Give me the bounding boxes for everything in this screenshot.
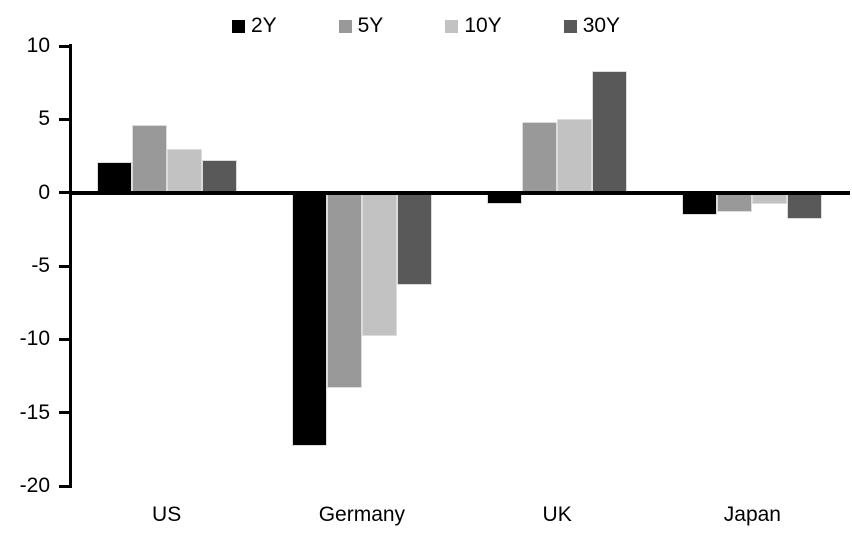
bar-uk-10y	[557, 119, 593, 193]
legend-swatch-icon	[231, 19, 245, 33]
y-axis-line	[69, 44, 72, 488]
y-axis-tick-mark	[59, 411, 70, 415]
legend-label: 10Y	[464, 14, 502, 37]
bar-us-30y	[201, 160, 237, 193]
legend-label: 5Y	[357, 14, 384, 37]
bar-us-10y	[166, 148, 202, 193]
y-axis-tick-label: -15	[19, 400, 50, 424]
legend-label: 2Y	[250, 14, 277, 37]
x-axis-category-label: Germany	[318, 503, 406, 526]
legend-swatch-icon	[445, 19, 459, 33]
bar-japan-2y	[682, 192, 718, 215]
y-axis-tick-mark	[59, 484, 70, 488]
legend-item-2y: 2Y	[231, 14, 277, 38]
y-axis-tick-label: 0	[38, 180, 50, 204]
chart-legend: 2Y 5Y 10Y 30Y	[0, 14, 852, 38]
zero-axis-line	[69, 190, 850, 195]
bar-japan-5y	[717, 192, 753, 212]
y-axis-tick-label: -10	[19, 327, 50, 351]
y-axis-tick-mark	[59, 44, 70, 48]
legend-item-5y: 5Y	[338, 14, 384, 38]
y-axis-tick-mark	[59, 117, 70, 121]
bar-uk-30y	[592, 70, 628, 193]
bar-germany-2y	[291, 192, 327, 447]
legend-item-10y: 10Y	[445, 14, 502, 38]
x-axis-category-label: Japan	[723, 503, 781, 526]
y-axis-tick-label: 5	[38, 107, 50, 131]
bar-us-2y	[96, 161, 132, 193]
bar-germany-10y	[361, 192, 397, 337]
legend-label: 30Y	[582, 14, 621, 37]
bar-us-5y	[131, 125, 167, 193]
legend-item-30y: 30Y	[563, 14, 621, 38]
y-axis-tick-label: -20	[19, 474, 50, 498]
bar-germany-5y	[326, 192, 362, 388]
bar-japan-30y	[787, 192, 823, 220]
bar-germany-30y	[396, 192, 432, 286]
x-axis-category-label: UK	[542, 503, 572, 526]
y-axis-tick-label: -5	[31, 254, 50, 278]
y-axis-tick-mark	[59, 337, 70, 341]
legend-swatch-icon	[563, 19, 577, 33]
y-axis-tick-mark	[59, 264, 70, 268]
bar-uk-5y	[522, 122, 558, 193]
y-axis-tick-mark	[59, 191, 70, 195]
x-axis-category-label: US	[152, 503, 182, 526]
legend-swatch-icon	[338, 19, 352, 33]
y-axis-tick-label: 10	[26, 34, 50, 57]
